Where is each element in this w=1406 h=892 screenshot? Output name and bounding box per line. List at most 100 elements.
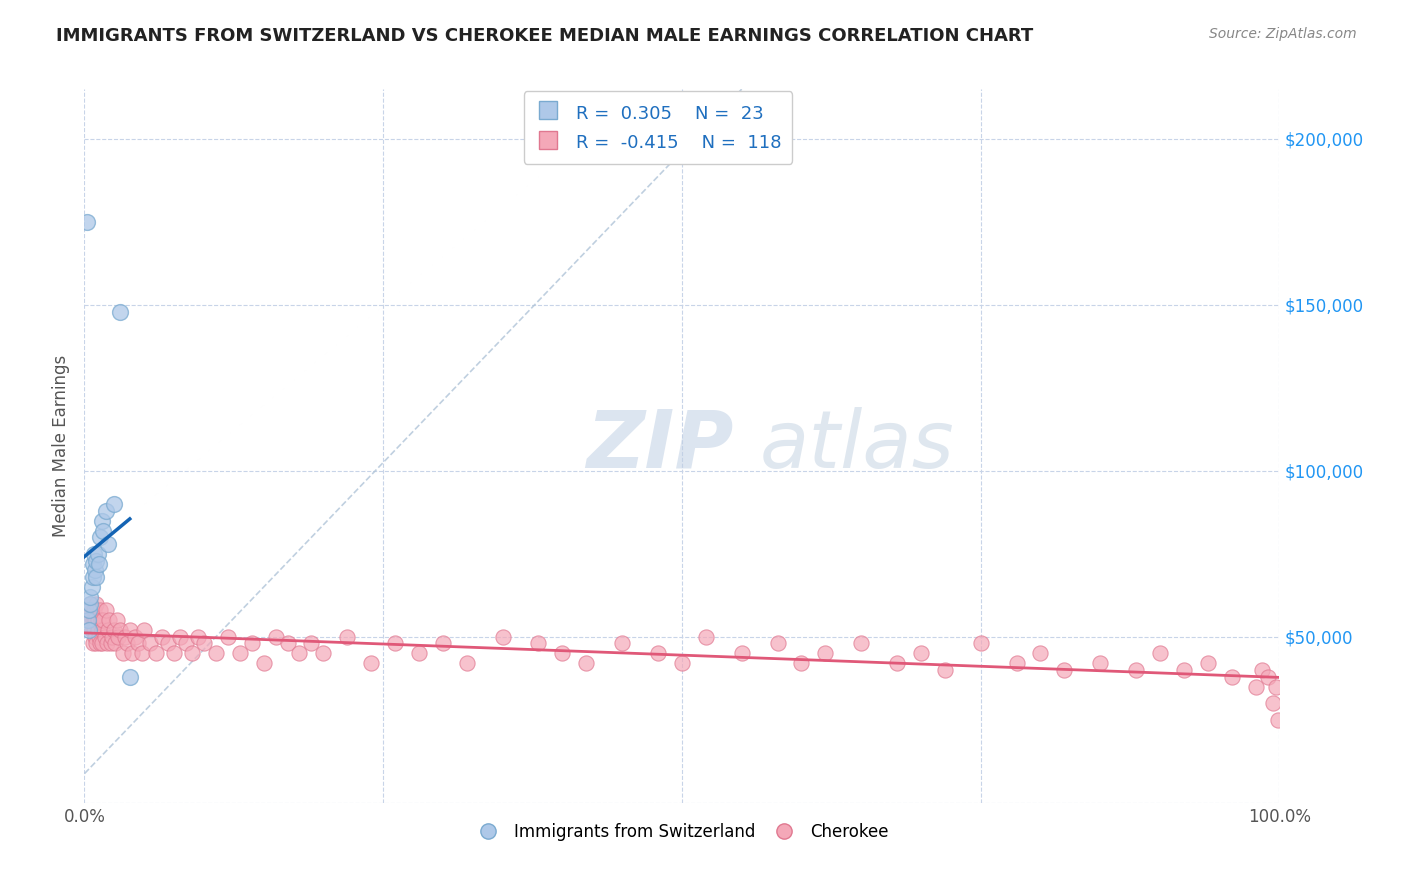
Point bbox=[301, 636, 323, 650]
Point bbox=[107, 630, 129, 644]
Point bbox=[814, 647, 837, 661]
Point bbox=[110, 624, 132, 638]
Point bbox=[132, 624, 156, 638]
Point bbox=[89, 530, 111, 544]
Point bbox=[612, 636, 634, 650]
Point bbox=[575, 657, 598, 671]
Point bbox=[84, 564, 107, 578]
Point bbox=[91, 514, 114, 528]
Point bbox=[80, 580, 103, 594]
Point bbox=[1250, 663, 1272, 677]
Point bbox=[253, 657, 276, 671]
Point bbox=[86, 624, 108, 638]
Point bbox=[150, 630, 173, 644]
Point bbox=[1090, 657, 1112, 671]
Point bbox=[110, 304, 132, 318]
Point bbox=[79, 590, 101, 604]
Point bbox=[647, 647, 669, 661]
Point bbox=[79, 597, 101, 611]
Point bbox=[83, 624, 105, 638]
Point bbox=[127, 636, 149, 650]
Point bbox=[456, 657, 478, 671]
Point bbox=[86, 553, 108, 567]
Point bbox=[193, 636, 215, 650]
Point bbox=[970, 636, 993, 650]
Point bbox=[82, 557, 104, 571]
Point bbox=[1220, 670, 1243, 684]
Point bbox=[101, 630, 124, 644]
Point bbox=[131, 647, 153, 661]
Point bbox=[124, 630, 146, 644]
Point bbox=[1173, 663, 1195, 677]
Point bbox=[790, 657, 813, 671]
Point bbox=[886, 657, 908, 671]
Point bbox=[96, 636, 118, 650]
Point bbox=[89, 636, 111, 650]
Point bbox=[118, 624, 141, 638]
Point bbox=[360, 657, 382, 671]
Point bbox=[77, 624, 100, 638]
Point bbox=[432, 636, 454, 650]
Point bbox=[492, 630, 515, 644]
Point bbox=[103, 624, 125, 638]
Point bbox=[264, 630, 287, 644]
Point bbox=[288, 647, 311, 661]
Point bbox=[82, 636, 104, 650]
Point bbox=[139, 636, 162, 650]
Point bbox=[934, 663, 956, 677]
Point bbox=[80, 624, 103, 638]
Point bbox=[77, 603, 100, 617]
Point bbox=[97, 537, 120, 551]
Point bbox=[93, 613, 115, 627]
Point bbox=[408, 647, 430, 661]
Point bbox=[77, 613, 100, 627]
Point bbox=[77, 603, 100, 617]
Point bbox=[157, 636, 180, 650]
Point bbox=[384, 636, 406, 650]
Point bbox=[97, 624, 120, 638]
Point bbox=[111, 647, 134, 661]
Point bbox=[1257, 670, 1279, 684]
Legend: Immigrants from Switzerland, Cherokee: Immigrants from Switzerland, Cherokee bbox=[468, 817, 896, 848]
Point bbox=[90, 613, 112, 627]
Point bbox=[671, 657, 693, 671]
Point bbox=[1264, 680, 1286, 694]
Point bbox=[312, 647, 335, 661]
Point bbox=[145, 647, 167, 661]
Point bbox=[104, 636, 127, 650]
Point bbox=[229, 647, 252, 661]
Point bbox=[240, 636, 263, 650]
Text: atlas: atlas bbox=[759, 407, 955, 485]
Point bbox=[77, 613, 100, 627]
Point bbox=[86, 613, 108, 627]
Point bbox=[86, 547, 108, 561]
Point bbox=[163, 647, 186, 661]
Point bbox=[527, 636, 550, 650]
Point bbox=[103, 497, 125, 511]
Point bbox=[174, 636, 197, 650]
Point bbox=[105, 613, 128, 627]
Point bbox=[1263, 696, 1285, 710]
Point bbox=[91, 624, 114, 638]
Point bbox=[766, 636, 789, 650]
Point bbox=[84, 630, 107, 644]
Point bbox=[82, 613, 104, 627]
Point bbox=[731, 647, 754, 661]
Point bbox=[87, 557, 110, 571]
Point bbox=[83, 603, 105, 617]
Point bbox=[93, 630, 115, 644]
Text: Source: ZipAtlas.com: Source: ZipAtlas.com bbox=[1209, 27, 1357, 41]
Point bbox=[1029, 647, 1052, 661]
Text: IMMIGRANTS FROM SWITZERLAND VS CHEROKEE MEDIAN MALE EARNINGS CORRELATION CHART: IMMIGRANTS FROM SWITZERLAND VS CHEROKEE … bbox=[56, 27, 1033, 45]
Point bbox=[100, 636, 122, 650]
Point bbox=[1053, 663, 1076, 677]
Point bbox=[1125, 663, 1147, 677]
Point bbox=[114, 630, 136, 644]
Text: ZIP: ZIP bbox=[586, 407, 734, 485]
Point bbox=[76, 215, 98, 229]
Point bbox=[79, 597, 101, 611]
Point bbox=[277, 636, 299, 650]
Point bbox=[910, 647, 932, 661]
Point bbox=[94, 603, 117, 617]
Point bbox=[1197, 657, 1219, 671]
